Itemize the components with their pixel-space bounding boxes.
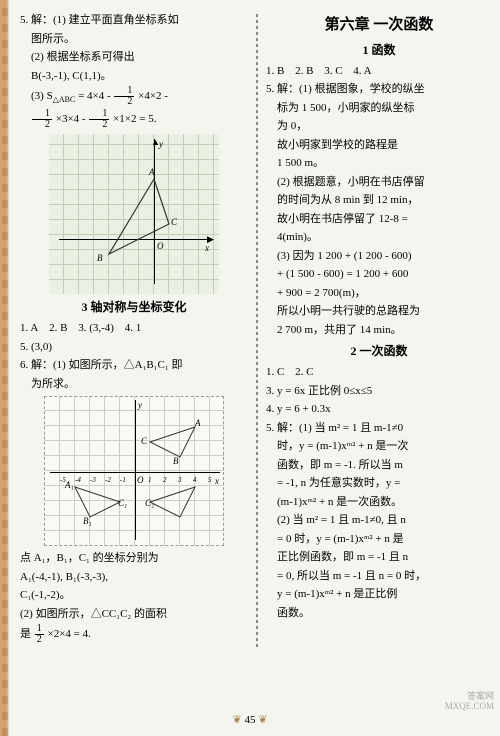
point-a: A [195, 417, 201, 431]
watermark: 答案网 MXQE.COM [445, 692, 494, 712]
r-q5-2: 标为 1 500，小明家的纵坐标 [266, 100, 492, 117]
fraction-half: 12 [32, 109, 52, 130]
fraction-half: 12 [35, 624, 44, 645]
section1-answers: 1. B 2. B 3. C 4. A [266, 63, 492, 80]
point-a-label: A [149, 166, 155, 180]
section3-title: 3 轴对称与坐标变化 [20, 298, 248, 316]
r-q5b-11: 函数。 [266, 605, 492, 622]
r-q5-12: + 900 = 2 700(m)， [266, 285, 492, 302]
tick-5: 5 [208, 475, 212, 486]
r-q5-14: 2 700 m，共用了 14 min。 [266, 322, 492, 339]
r-q5b-7: = 0 时，y = (m-1)xᵐ² + n 是 [266, 531, 492, 548]
r-q3: 3. y = 6x 正比例 0≤x≤5 [266, 383, 492, 400]
q5-line3: (2) 根据坐标系可得出 [20, 49, 248, 66]
point-c-label: C [171, 216, 177, 230]
tick-neg2: -2 [105, 475, 111, 486]
fraction-half: 12 [114, 86, 134, 107]
r-q5-9: 4(min)。 [266, 229, 492, 246]
r-q5-13: 所以小明一共行驶的总路程为 [266, 303, 492, 320]
r-q5b-2: 时，y = (m-1)xᵐ² + n 是一次 [266, 438, 492, 455]
chapter-title: 第六章 一次函数 [266, 14, 492, 37]
fraction-half: 12 [89, 109, 109, 130]
r-q5-3: 为 0， [266, 118, 492, 135]
tick-3: 3 [178, 475, 182, 486]
ornament-left-icon: ❦ [233, 714, 242, 726]
r-q5b-1: 5. 解：(1) 当 m² = 1 且 m-1≠0 [266, 420, 492, 437]
r-q5-1: 5. 解：(1) 根据图象，学校的纵坐 [266, 81, 492, 98]
section3-a5: 5. (3,0) [20, 339, 248, 356]
tick-neg5: -5 [60, 475, 66, 486]
point-b: B [173, 455, 179, 469]
r-q5b-6: (2) 当 m² = 1 且 m-1≠0, 且 n [266, 512, 492, 529]
r-q5-6: (2) 根据题意，小明在书店停留 [266, 174, 492, 191]
q5-line2: 图所示。 [20, 31, 248, 48]
triangle-abc [49, 134, 219, 294]
point-c: C [141, 435, 147, 449]
r-q5-10: (3) 因为 1 200 + (1 200 - 600) [266, 248, 492, 265]
r-q4: 4. y = 6 + 0.3x [266, 401, 492, 418]
q6-after-4: (2) 如图所示，△CC₁C₂ 的面积 [20, 606, 248, 623]
q5-line6: 12 ×3×4 - 12 ×1×2 = 5. [20, 109, 248, 130]
r-q5b-3: 函数，即 m = -1. 所以当 m [266, 457, 492, 474]
r-q5b-9: = 0, 所以当 m = -1 且 n = 0 时， [266, 568, 492, 585]
r-q5-5: 1 500 m。 [266, 155, 492, 172]
r-q5b-5: (m-1)xᵐ² + n 是一次函数。 [266, 494, 492, 511]
r-q5-11: + (1 500 - 600) = 1 200 + 600 [266, 266, 492, 283]
q6-after-2: A₁(-4,-1), B₁(-3,-3), [20, 569, 248, 586]
r-q5b-10: y = (m-1)xᵐ² + n 是正比例 [266, 586, 492, 603]
r-q5-7: 的时间为从 8 min 到 12 min， [266, 192, 492, 209]
q6-after-1: 点 A₁，B₁，C₁ 的坐标分别为 [20, 550, 248, 567]
point-b-label: B [97, 252, 103, 266]
q5-line1: 5. 解：(1) 建立平面直角坐标系如 [20, 12, 248, 29]
left-column: 5. 解：(1) 建立平面直角坐标系如 图所示。 (2) 根据坐标系可得出 B(… [20, 12, 248, 647]
tick-neg4: -4 [75, 475, 81, 486]
point-c2: C₂ [145, 497, 154, 511]
point-a1: A₁ [65, 479, 74, 493]
r-q5-8: 故小明在书店停留了 12-8 = [266, 211, 492, 228]
q6-line1: 6. 解：(1) 如图所示，△A₁B₁C₁ 即 [20, 357, 248, 374]
q6-after-3: C₁(-1,-2)。 [20, 587, 248, 604]
page-number: ❦ 45 ❦ [0, 712, 500, 729]
tick-2: 2 [163, 475, 167, 486]
r-q5b-8: 正比例函数，即 m = -1 且 n [266, 549, 492, 566]
column-divider [256, 12, 258, 647]
section1-title: 1 函数 [266, 41, 492, 59]
r-q5-4: 故小明家到学校的路程是 [266, 137, 492, 154]
tick-neg1: -1 [120, 475, 126, 486]
q5-line4: B(-3,-1), C(1,1)。 [20, 68, 248, 85]
section2-answers: 1. C 2. C [266, 364, 492, 381]
coordinate-graph-1: ▲ ▶ y x O A B C [49, 134, 219, 294]
q5-line5: (3) S△ABC = 4×4 - 12 ×4×2 - [20, 86, 248, 107]
r-q5b-4: = -1, n 为任意实数时，y = [266, 475, 492, 492]
right-column: 第六章 一次函数 1 函数 1. B 2. B 3. C 4. A 5. 解：(… [266, 12, 492, 647]
point-c1: C₁ [118, 497, 127, 511]
tick-4: 4 [193, 475, 197, 486]
ornament-right-icon: ❦ [258, 714, 267, 726]
point-b1: B₁ [83, 515, 92, 529]
section3-answers: 1. A 2. B 3. (3,-4) 4. 1 [20, 320, 248, 337]
section2-title: 2 一次函数 [266, 342, 492, 360]
coordinate-graph-2: y x O A B C A₁ B₁ C₁ C₂ -5 -4 -3 -2 -1 1… [44, 396, 224, 546]
q6-after-5: 是 12 ×2×4 = 4. [20, 624, 248, 645]
tick-neg3: -3 [90, 475, 96, 486]
tick-1: 1 [148, 475, 152, 486]
q6-line2: 为所求。 [20, 376, 248, 393]
